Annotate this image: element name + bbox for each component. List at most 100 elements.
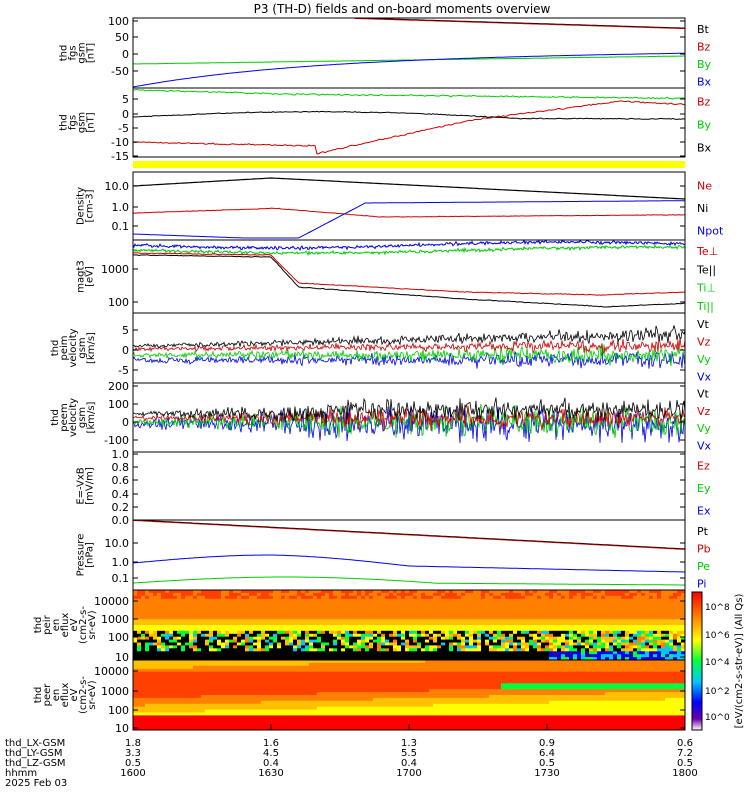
y-tick-label: 100 — [108, 631, 129, 644]
trace-by — [133, 55, 685, 65]
y-axis-label-line: thd — [50, 340, 61, 357]
y-tick-label: 0 — [122, 416, 129, 429]
x-row-label: thd_LZ-GSM — [5, 758, 66, 769]
x-tick-label: 1.6 — [263, 738, 279, 749]
trace-ne — [133, 207, 685, 218]
y-axis-label-line: gsm — [77, 112, 88, 133]
y-tick-label: 0.4 — [112, 488, 130, 501]
colorbar-scale — [691, 591, 703, 731]
y-axis-label-line: magt3 — [76, 260, 87, 293]
y-tick-label: 0.8 — [112, 461, 130, 474]
legend-entry: Te⊥ — [696, 245, 718, 258]
panel-10: 10000 1000 100 10 thdpeerenefluxeV(cm2-s-sr-… — [33, 659, 686, 735]
panel-8-traces — [133, 520, 685, 586]
trace-pi — [133, 554, 685, 573]
x-tick-label: 0.4 — [263, 758, 279, 769]
legend-entry: Bz — [697, 40, 711, 53]
panel-1-traces — [133, 18, 685, 88]
x-tick-label: 0.9 — [539, 738, 555, 749]
panel-8-ylabel: Pressure[nPa] — [76, 534, 96, 577]
y-axis-label-line: eV — [69, 618, 80, 631]
y-tick-label: 0 — [122, 48, 129, 61]
y-tick-label: -10 — [111, 136, 129, 149]
y-tick-label: -15 — [111, 150, 129, 163]
y-axis-label-line: eV — [69, 688, 80, 701]
y-tick-label: 0.6 — [112, 474, 130, 487]
y-tick-label: 1000 — [101, 685, 129, 698]
status-bar — [133, 161, 685, 168]
x-tick-label: 0.5 — [125, 758, 141, 769]
y-tick-label: -5 — [118, 364, 129, 377]
y-tick-label: 1000 — [101, 263, 129, 276]
y-tick-label: 1.0 — [112, 556, 130, 569]
y-axis-label-line: [km/s] — [86, 401, 97, 433]
x-tick-label: 1700 — [396, 768, 421, 779]
x-tick-label: 0.5 — [677, 758, 693, 769]
y-tick-label: 1.0 — [112, 448, 130, 461]
y-axis-label-line: peer — [42, 683, 53, 707]
y-tick-label: 10 — [115, 651, 129, 664]
legend-entry: Vz — [697, 335, 711, 348]
y-axis-label-line: [eV] — [85, 266, 96, 287]
y-axis-label-line: en — [51, 689, 62, 702]
x-row-label: thd_LX-GSM — [5, 738, 65, 749]
y-axis-label-line: Pressure — [76, 534, 87, 577]
legend-entry: Bx — [697, 142, 712, 155]
y-tick-label: -50 — [111, 65, 129, 78]
y-tick-label: 0.0 — [112, 514, 130, 527]
panel-3-traces — [133, 177, 685, 239]
y-axis-label-line: thd — [59, 45, 70, 62]
y-axis-label-line: velocity — [68, 328, 79, 367]
panel-3-frame — [132, 171, 686, 241]
y-axis-label-line: thd — [33, 687, 44, 704]
legend-entry: Vt — [697, 388, 710, 401]
y-axis-label-line: (cm2-s- — [78, 676, 89, 714]
y-tick-label: 0.1 — [112, 220, 130, 233]
colorbar-tick: 10^2 — [705, 687, 730, 697]
y-tick-label: 10 — [115, 722, 129, 735]
y-tick-label: 10.0 — [105, 180, 130, 193]
legend-entry: Pe — [697, 560, 710, 573]
y-tick-label: 0.1 — [112, 572, 130, 585]
y-tick-label: 50 — [115, 31, 129, 44]
y-axis-label-line: velocity — [68, 398, 79, 437]
y-axis-label-line: [nPa] — [85, 542, 96, 568]
y-tick-label: -5 — [118, 122, 129, 135]
legend-entry: Ti|| — [696, 300, 714, 313]
panel-9: 10000 1000 100 10 thdpeirenefluxeV(cm2-s-sr-… — [33, 589, 686, 664]
panel-7: 1.00.80.60.40.20.0 E=-VxB[mV/m] Ez Ey Ex — [76, 448, 711, 527]
trace-bx — [133, 110, 685, 120]
x-tick-label: 0.5 — [539, 758, 555, 769]
legend-entry: Bt — [697, 23, 710, 36]
panel-3-ylabel: Density[cm-3] — [76, 187, 96, 225]
trace-te-par-black — [133, 254, 685, 308]
y-tick-label: 5 — [122, 324, 129, 337]
panel-4: 1000 100 magt3[eV] Te⊥ Te|| Ti⊥ Ti|| — [76, 239, 718, 314]
x-tick-label: 0.4 — [401, 758, 417, 769]
legend-entry: Pi — [697, 577, 706, 590]
y-tick-label: 100 — [108, 398, 129, 411]
legend-entry: Vt — [697, 318, 710, 331]
y-axis-label-line: Density — [76, 187, 87, 225]
y-axis-label-line: (cm2-s- — [78, 606, 89, 644]
y-axis-label-line: gsm — [77, 42, 88, 63]
trace-te-par — [133, 252, 685, 296]
x-axis-labels: thd_LX-GSM 1.8 1.6 1.3 0.9 0.6 thd_LY-GSM 3.3 4.… — [5, 724, 698, 789]
legend-entry: Ey — [697, 482, 711, 495]
trace-bt — [354, 18, 685, 29]
trace-pe — [133, 576, 685, 586]
y-axis-label-line: sr-eV) — [87, 680, 98, 709]
y-tick-label: 5 — [122, 93, 129, 106]
legend-entry: Bz — [697, 96, 711, 109]
trace-ti-perp — [133, 243, 685, 257]
y-tick-label: 0.2 — [112, 501, 130, 514]
y-tick-label: 0 — [122, 344, 129, 357]
x-tick-label: 1.3 — [401, 738, 417, 749]
y-tick-label: 1.0 — [112, 201, 130, 214]
legend-entry: Ez — [697, 459, 710, 472]
legend-entry: Ex — [697, 505, 711, 518]
